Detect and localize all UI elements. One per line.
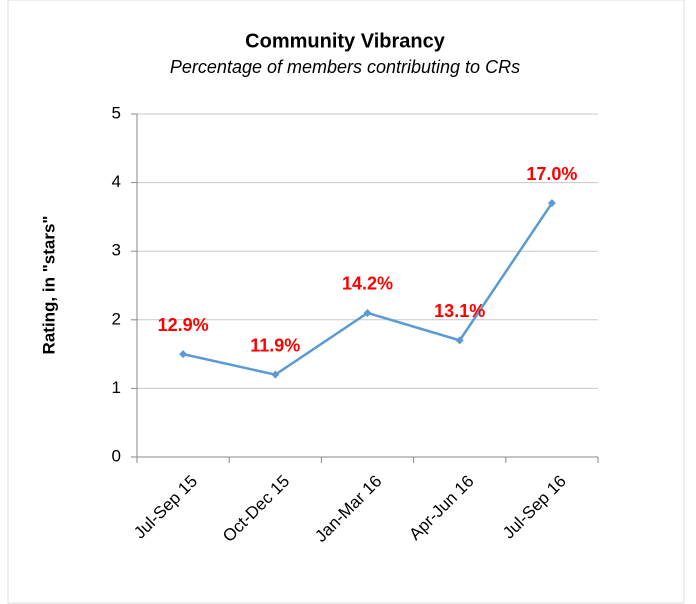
y-tick-label: 5 — [112, 103, 121, 122]
annotation: 14.2% — [342, 274, 393, 294]
point-marker — [455, 336, 464, 345]
point-marker — [547, 199, 556, 208]
y-tick-label: 0 — [112, 446, 121, 465]
y-axis-label: Rating, in "stars" — [39, 216, 58, 355]
point-marker — [179, 350, 188, 359]
annotation: 12.9% — [158, 315, 209, 335]
chart-title: Community Vibrancy — [245, 30, 446, 52]
x-tick-label: Jul-Sep 16 — [499, 472, 570, 543]
y-tick-label: 1 — [112, 378, 121, 397]
annotation: 17.0% — [526, 164, 577, 184]
y-tick-label: 3 — [112, 241, 121, 260]
x-tick-label: Apr-Jun 16 — [405, 472, 477, 544]
y-tick-label: 4 — [112, 172, 121, 191]
point-marker — [363, 308, 372, 317]
frame — [7, 0, 685, 604]
y-tick-label: 2 — [112, 309, 121, 328]
x-tick-label: Jan-Mar 16 — [311, 472, 385, 546]
x-tick-label: Jul-Sep 15 — [130, 472, 201, 543]
annotation: 11.9% — [250, 335, 300, 355]
annotation: 13.1% — [434, 301, 485, 321]
chart-subtitle: Percentage of members contributing to CR… — [170, 57, 520, 77]
point-marker — [271, 370, 280, 379]
x-tick-label: Oct-Dec 15 — [219, 472, 293, 546]
